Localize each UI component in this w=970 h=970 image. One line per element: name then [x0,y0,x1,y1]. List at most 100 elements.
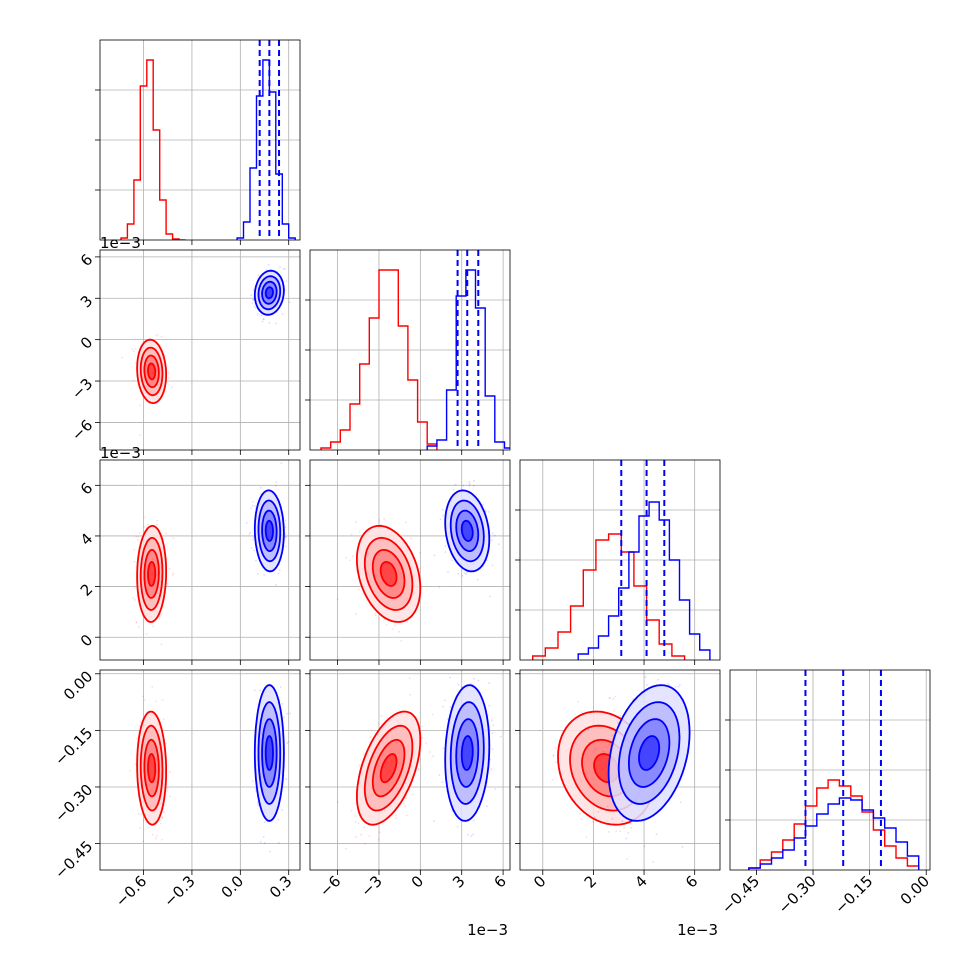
scatter-point [281,312,284,315]
scatter-point [385,623,388,626]
contour-line [455,509,480,552]
density-fill [265,520,273,541]
scatter-point [491,732,494,734]
contour-line [449,701,485,805]
scatter-point [251,500,254,503]
contour-line [147,362,157,381]
x-offset-label: 1e−3 [467,921,508,939]
scatter-point [579,812,581,815]
scatter-point [251,504,254,507]
contour-line [253,489,285,573]
scatter-point [169,771,172,774]
scatter-point [469,682,472,685]
scatter-point [609,697,612,699]
contour-line [355,524,422,623]
scatter-point [619,714,622,717]
scatter-point [472,833,474,836]
contour-line [261,280,278,305]
contour-line [139,537,164,611]
scatter-point [358,764,361,767]
histogram-panel-2 [532,460,711,660]
scatter-point [287,740,290,743]
scatter-point [444,545,447,547]
scatter-point [279,686,282,689]
density-fill [148,754,156,783]
scatter-point [248,533,251,535]
panel-2d-1-3 [336,676,502,850]
scatter-point [627,832,630,834]
scatter-point [259,689,261,692]
scatter-point [424,742,427,744]
scatter-point [170,386,173,389]
scatter-point [552,754,555,756]
scatter-point [256,313,259,316]
scatter-point [444,551,447,553]
scatter-point [652,861,655,863]
scatter-point [394,624,396,627]
scatter-point [168,377,170,380]
scatter-point [374,614,377,617]
contour-line [143,549,160,599]
scatter-point [284,545,287,548]
scatter-point [262,835,265,838]
scatter-point [262,318,265,321]
scatter-point [621,820,624,823]
scatter-point [253,549,256,552]
scatter-point [486,805,488,808]
x-tick-label: 4 [631,872,650,891]
contour-line [264,735,274,771]
scatter-point [160,613,163,616]
scatter-point [355,569,358,572]
scatter-point [362,753,365,756]
scatter-point [494,788,497,791]
scatter-point [137,813,140,815]
scatter-point [171,574,174,576]
y-tick-label: 2 [77,580,96,599]
panel-2d-2-3 [538,676,691,863]
scatter-point [285,280,288,282]
scatter-point [405,797,407,800]
y-tick-label: −0.15 [51,724,96,769]
scatter-point [169,795,171,798]
scatter-point [269,850,271,853]
scatter-point [490,768,493,771]
scatter-point [538,729,541,732]
scatter-point [454,483,457,486]
scatter-point [132,596,135,599]
y-tick-label: 3 [77,292,96,311]
scatter-point [392,628,394,631]
scatter-point [363,826,366,829]
scatter-point [263,842,266,844]
scatter-point [623,827,626,829]
scatter-point [657,678,659,681]
scatter-point [156,519,158,522]
scatter-point [608,697,611,699]
scatter-point [151,686,154,688]
y-tick-label: 0 [77,333,96,352]
scatter-point [257,572,259,575]
contour-line [261,718,278,788]
panel-frame-0-3 [99,669,301,871]
scatter-point [463,572,466,574]
scatter-point [138,532,141,535]
scatter-point [350,809,353,812]
scatter-point [284,267,286,270]
scatter-point [404,805,407,808]
x-tick-label: 0.3 [266,872,296,902]
scatter-point [251,302,254,305]
panel-frame-0-1 [99,249,301,451]
scatter-point [257,804,260,807]
scatter-point [121,356,124,359]
histogram-series-0 [532,533,686,660]
scatter-point [265,269,268,271]
scatter-point [277,818,280,821]
scatter-point [612,697,614,700]
scatter-point [441,508,444,511]
scatter-point [433,554,436,557]
grid-lines [100,40,930,870]
scatter-point [132,348,134,351]
scatter-point [470,835,473,837]
x-tick-label: 0 [530,872,549,891]
scatter-point [288,301,291,304]
scatter-point [476,578,479,581]
